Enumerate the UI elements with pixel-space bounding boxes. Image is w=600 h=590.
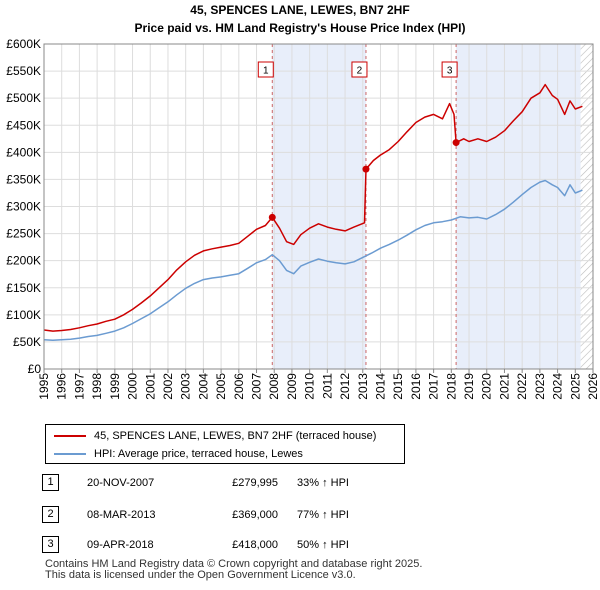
sale-label: 1: [263, 66, 269, 77]
transaction-date: 08-MAR-2013: [87, 509, 156, 521]
transaction-number: 2: [42, 506, 59, 523]
sale-label-box: [441, 61, 458, 78]
x-tick-label: 2019: [462, 373, 476, 400]
y-tick-label: £600K: [6, 37, 41, 51]
transaction-price: £369,000: [232, 509, 278, 521]
x-tick-label: 1995: [37, 373, 51, 400]
x-tick-label: 2021: [497, 373, 511, 400]
x-tick-label: 2014: [373, 373, 387, 400]
y-tick-label: £450K: [6, 118, 41, 132]
transaction-price: £279,995: [232, 477, 278, 489]
y-tick-label: £150K: [6, 281, 41, 295]
x-tick-label: 2017: [427, 373, 441, 400]
y-tick-label: £400K: [6, 145, 41, 159]
transaction-hpi-change: 50% ↑ HPI: [297, 539, 349, 551]
x-tick-label: 2001: [143, 373, 157, 400]
y-tick-label: £250K: [6, 227, 41, 241]
y-tick-label: £200K: [6, 254, 41, 268]
transaction-date: 20-NOV-2007: [87, 477, 155, 489]
transaction-hpi-change: 33% ↑ HPI: [297, 477, 349, 489]
price-chart: 45, SPENCES LANE, LEWES, BN7 2HF Price p…: [6, 3, 600, 400]
footer-licence: This data is licensed under the Open Gov…: [45, 569, 356, 581]
chart-title: 45, SPENCES LANE, LEWES, BN7 2HF: [190, 3, 409, 17]
x-tick-label: 2011: [320, 373, 334, 399]
property-price-line: [43, 83, 583, 332]
sale-label-box: [257, 61, 274, 78]
y-tick-label: £300K: [6, 200, 41, 214]
footer-attribution: Contains HM Land Registry data © Crown c…: [45, 559, 422, 581]
chart-subtitle: Price paid vs. HM Land Registry's House …: [135, 21, 466, 35]
transaction-price: £418,000: [232, 539, 278, 551]
x-tick-label: 1997: [72, 373, 86, 400]
legend: 45, SPENCES LANE, LEWES, BN7 2HF (terrac…: [45, 424, 405, 464]
transaction-hpi-change: 77% ↑ HPI: [297, 509, 349, 521]
x-tick-label: 2000: [126, 373, 140, 400]
x-tick-label: 2023: [533, 373, 547, 400]
y-tick-label: £0: [28, 362, 42, 376]
x-tick-label: 1998: [90, 373, 104, 400]
sale-label-box: [351, 61, 368, 78]
y-tick-label: £500K: [6, 91, 41, 105]
x-tick-label: 2016: [409, 373, 423, 400]
transaction-number: 1: [42, 474, 59, 491]
x-tick-label: 2002: [161, 373, 175, 400]
sale-point: [268, 213, 276, 221]
y-tick-label: £100K: [6, 308, 41, 322]
sale-label: 3: [447, 66, 453, 77]
legend-swatch-property: [54, 435, 86, 437]
x-tick-label: 2020: [480, 373, 494, 400]
hpi-series-line: [43, 179, 583, 342]
x-tick-label: 2022: [515, 373, 529, 400]
x-tick-label: 2006: [232, 373, 246, 400]
x-tick-label: 2026: [586, 373, 600, 400]
x-tick-label: 2013: [356, 373, 370, 400]
x-tick-label: 2008: [267, 373, 281, 400]
x-tick-label: 2012: [338, 373, 352, 400]
x-tick-label: 1996: [55, 373, 69, 400]
x-tick-label: 2007: [250, 373, 264, 400]
x-tick-label: 2005: [214, 373, 228, 400]
x-tick-label: 2009: [285, 373, 299, 400]
x-tick-label: 2024: [551, 373, 565, 400]
plot-frame: [43, 43, 594, 370]
footer-copyright: Contains HM Land Registry data © Crown c…: [45, 558, 423, 570]
sale-label: 2: [357, 66, 363, 77]
y-tick-label: £550K: [6, 64, 41, 78]
y-tick-label: £350K: [6, 172, 41, 186]
x-tick-label: 2018: [444, 373, 458, 400]
x-tick-label: 2025: [568, 373, 582, 400]
x-tick-label: 1999: [108, 373, 122, 400]
legend-label-property: 45, SPENCES LANE, LEWES, BN7 2HF (terrac…: [94, 430, 377, 442]
y-tick-label: £50K: [13, 335, 41, 349]
x-tick-label: 2015: [391, 373, 405, 400]
x-tick-label: 2004: [196, 373, 210, 400]
legend-swatch-hpi: [54, 453, 86, 455]
transaction-number: 3: [42, 536, 59, 553]
transaction-date: 09-APR-2018: [87, 539, 154, 551]
legend-label-hpi: HPI: Average price, terraced house, Lewe…: [94, 448, 303, 460]
x-tick-label: 2010: [303, 373, 317, 400]
x-tick-label: 2003: [179, 373, 193, 400]
sale-point: [452, 139, 460, 147]
sale-point: [362, 165, 370, 173]
